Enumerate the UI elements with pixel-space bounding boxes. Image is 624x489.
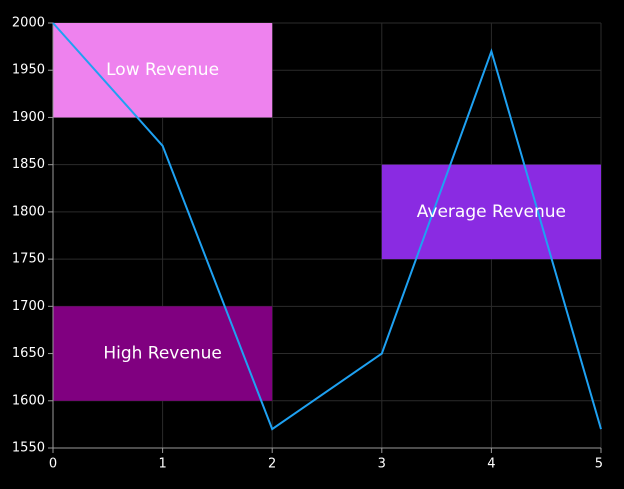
y-tick-label-1800: 1800 <box>12 204 45 219</box>
axes: 1550 1600 1650 1700 1750 1800 1850 1900 1950 2000… <box>12 16 603 472</box>
revenue-bands <box>53 23 601 401</box>
band-high-revenue <box>53 306 273 401</box>
x-tick-label-1: 1 <box>158 457 166 472</box>
x-tick-label-0: 0 <box>49 457 57 472</box>
y-tick-label-1850: 1850 <box>12 157 45 172</box>
x-tick-label-3: 3 <box>378 457 386 472</box>
y-tick-label-1600: 1600 <box>12 393 45 408</box>
band-low-revenue <box>53 23 273 118</box>
x-tick-label-2: 2 <box>268 457 276 472</box>
y-tick-label-1550: 1550 <box>12 441 45 456</box>
band-label-low-revenue: Low Revenue <box>106 60 219 80</box>
band-labels: Low Revenue Average Revenue High Revenue <box>103 60 566 363</box>
y-tick-label-1650: 1650 <box>12 346 45 361</box>
x-tick-label-5: 5 <box>595 457 603 472</box>
y-tick-label-2000: 2000 <box>12 16 45 31</box>
series-line-0 <box>52 22 602 431</box>
x-tick-label-4: 4 <box>487 457 495 472</box>
band-average-revenue <box>381 164 601 260</box>
y-tick-label-1700: 1700 <box>12 299 45 314</box>
y-tick-label-1950: 1950 <box>12 63 45 78</box>
band-label-average-revenue: Average Revenue <box>417 202 566 222</box>
series-layer <box>52 22 602 431</box>
band-label-high-revenue: High Revenue <box>103 344 222 364</box>
y-tick-label-1750: 1750 <box>12 252 45 267</box>
y-tick-label-1900: 1900 <box>12 110 45 125</box>
